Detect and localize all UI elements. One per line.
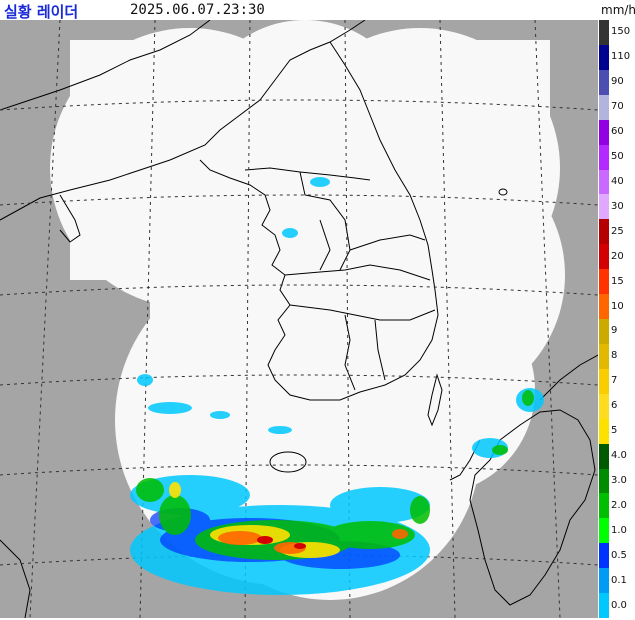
legend-label: 20	[611, 250, 624, 262]
observation-timestamp: 2025.06.07.23:30	[130, 2, 265, 18]
map-title: 실황 레이더	[4, 3, 79, 21]
legend-label: 3.0	[611, 474, 627, 486]
legend-swatch	[599, 443, 609, 469]
header-bar: 실황 레이더 2025.06.07.23:30 mm/h	[0, 0, 635, 22]
legend-label: 9	[611, 325, 618, 337]
legend-label: 150	[611, 26, 631, 38]
legend-label: 2.0	[611, 499, 627, 511]
legend-swatch	[599, 368, 609, 395]
legend-label: 30	[611, 200, 624, 212]
legend-swatch	[599, 144, 609, 170]
legend-label: 5	[611, 425, 618, 437]
precipitation-legend: 150 110 90 70 60 50 40 30 25 20 15 10 9 8 7 6 5 4.0 3.0 2.0…	[599, 20, 635, 619]
legend-label: 0.1	[611, 574, 627, 586]
legend-label: 50	[611, 151, 624, 163]
legend-label: 8	[611, 350, 618, 362]
legend-label: 40	[611, 175, 624, 187]
legend-label: 10	[611, 300, 624, 312]
legend-label: 0.0	[611, 599, 627, 611]
legend-swatch	[599, 69, 609, 96]
legend-swatch	[599, 169, 609, 195]
legend-label: 70	[611, 101, 624, 113]
legend-label: 15	[611, 275, 624, 287]
legend-swatch	[599, 20, 609, 46]
legend-swatch	[599, 568, 609, 594]
legend-label: 1.0	[611, 524, 627, 536]
legend-label: 60	[611, 126, 624, 138]
legend-swatch	[599, 418, 609, 445]
legend-swatch	[599, 518, 609, 544]
legend-swatch	[599, 493, 609, 519]
legend-swatch	[599, 593, 609, 619]
legend-swatch	[599, 194, 609, 220]
legend-label: 6	[611, 400, 618, 412]
legend-swatch	[599, 393, 609, 420]
legend-label: 7	[611, 375, 618, 387]
legend-swatch	[599, 219, 609, 245]
unit-label: mm/h	[601, 3, 635, 17]
radar-map	[0, 20, 598, 618]
legend-label: 25	[611, 225, 624, 237]
legend-swatch	[599, 269, 609, 295]
legend-label: 4.0	[611, 450, 627, 462]
legend-swatch	[599, 543, 609, 569]
legend-swatch	[599, 319, 609, 345]
legend-swatch	[599, 244, 609, 270]
legend-swatch	[599, 294, 609, 320]
legend-swatch	[599, 468, 609, 494]
legend-label: 110	[611, 51, 631, 63]
legend-label: 0.5	[611, 549, 627, 561]
legend-label: 90	[611, 76, 624, 88]
legend-swatch	[599, 94, 609, 121]
precipitation-echoes	[130, 177, 544, 595]
legend-swatch	[599, 119, 609, 146]
legend-swatch	[599, 44, 609, 71]
legend-swatch	[599, 343, 609, 370]
coastline-borders	[0, 20, 598, 618]
